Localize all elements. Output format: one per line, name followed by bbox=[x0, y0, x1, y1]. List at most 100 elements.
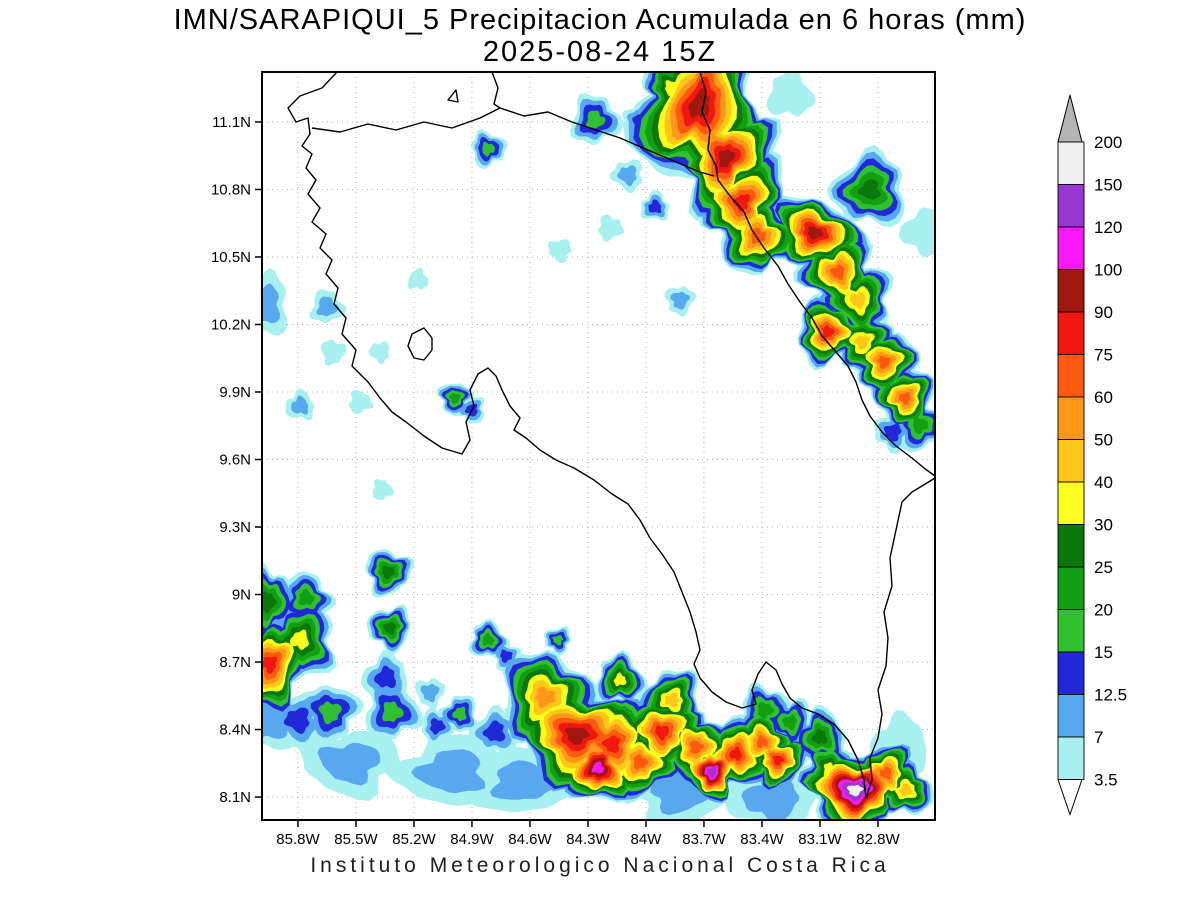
colorbar-tick-label: 7 bbox=[1094, 728, 1103, 747]
precip-contour bbox=[830, 264, 845, 281]
colorbar-segment bbox=[1057, 396, 1085, 440]
precip-contour bbox=[597, 214, 625, 242]
precip-contour bbox=[899, 783, 913, 796]
precip-contour bbox=[807, 226, 824, 240]
precip-contour bbox=[316, 296, 339, 317]
gulf-loop-outline bbox=[407, 327, 433, 361]
colorbar-tick-label: 120 bbox=[1094, 218, 1122, 237]
y-tick-label: 9.3N bbox=[219, 519, 251, 536]
precip-contour bbox=[368, 341, 389, 365]
precip-contour bbox=[654, 725, 669, 741]
colorbar-labels: 200 150 120 100 90 75 60 50 40 30 25 20 15 12.5 7 3.5 bbox=[1094, 133, 1127, 790]
precip-contour bbox=[500, 649, 513, 663]
colorbar-segment bbox=[1057, 269, 1085, 313]
nicaragua-border-line bbox=[311, 107, 715, 177]
colorbar-segment bbox=[1057, 651, 1085, 695]
precip-contour bbox=[482, 632, 495, 646]
colorbar-tick-label: 30 bbox=[1094, 516, 1113, 535]
y-tick-label: 10.2N bbox=[211, 316, 251, 333]
figure-footer: Instituto Meteorologico Nacional Costa R… bbox=[310, 854, 890, 877]
colorbar-segment bbox=[1057, 566, 1085, 610]
colorbar-segment bbox=[1057, 736, 1085, 780]
colorbar-tick-label: 50 bbox=[1094, 431, 1113, 450]
y-tick-label: 8.1N bbox=[219, 789, 251, 806]
precip-contour bbox=[482, 141, 495, 157]
precip-contour bbox=[670, 291, 691, 310]
precip-contour bbox=[617, 165, 637, 187]
colorbar-segment bbox=[1057, 354, 1085, 398]
precip-contour bbox=[854, 336, 870, 350]
precip-contour bbox=[898, 392, 911, 405]
precip-contour bbox=[382, 565, 395, 580]
colorbar-segment bbox=[1057, 184, 1085, 228]
x-tick-label: 82.8W bbox=[856, 831, 900, 848]
precip-contour bbox=[262, 283, 280, 324]
precip-contour bbox=[757, 702, 775, 720]
colorbar-tick-label: 15 bbox=[1094, 643, 1113, 662]
precip-contour bbox=[664, 692, 679, 708]
precip-contour bbox=[899, 207, 935, 258]
precip-contour bbox=[348, 390, 374, 414]
colorbar-segment bbox=[1057, 524, 1085, 568]
precip-contour bbox=[382, 701, 404, 723]
precip-contour bbox=[601, 735, 621, 754]
precip-contour bbox=[318, 701, 342, 725]
precip-contour bbox=[718, 149, 736, 168]
colorbar-segment bbox=[1057, 141, 1085, 185]
colorbar-tick-label: 100 bbox=[1094, 261, 1122, 280]
coastline bbox=[287, 72, 935, 799]
y-tick-label: 10.5N bbox=[211, 249, 251, 266]
precip-contour bbox=[411, 749, 486, 794]
precip-contour bbox=[729, 746, 742, 761]
colorbar-tick-label: 40 bbox=[1094, 473, 1113, 492]
y-tick-label: 10.8N bbox=[211, 181, 251, 198]
precip-contour bbox=[372, 479, 394, 501]
x-tick-label: 83.1W bbox=[798, 831, 842, 848]
axis-ticks bbox=[255, 121, 879, 827]
precip-contour bbox=[756, 735, 768, 749]
precip-contour bbox=[782, 714, 797, 731]
precip-contour bbox=[547, 239, 572, 263]
precip-contour bbox=[613, 672, 627, 687]
precip-contour bbox=[741, 779, 800, 820]
precip-contour bbox=[811, 728, 828, 745]
precip-contour bbox=[382, 621, 397, 635]
colorbar-over-arrow bbox=[1057, 94, 1083, 143]
colorbar-tick-label: 150 bbox=[1094, 176, 1122, 195]
precip-contour bbox=[262, 591, 277, 614]
precip-contour bbox=[565, 727, 591, 745]
colorbar: 200 150 120 100 90 75 60 50 40 30 25 20 15 12.5 7 3.5 bbox=[1057, 94, 1127, 817]
precip-contour bbox=[290, 629, 309, 650]
precip-contour bbox=[857, 179, 881, 200]
plot-frame bbox=[261, 71, 936, 821]
x-tick-label: 83.7W bbox=[682, 831, 726, 848]
precip-contour bbox=[585, 110, 606, 129]
precip-contour bbox=[291, 395, 309, 415]
precip-contour bbox=[849, 291, 866, 310]
precip-contour bbox=[591, 761, 605, 774]
precip-contour bbox=[283, 707, 310, 734]
y-tick-label: 9.6N bbox=[219, 452, 251, 469]
colorbar-tick-label: 60 bbox=[1094, 388, 1113, 407]
y-tick-label: 8.7N bbox=[219, 654, 251, 671]
colorbar-tick-label: 3.5 bbox=[1094, 771, 1118, 790]
precip-contour bbox=[751, 227, 767, 244]
precip-contour bbox=[846, 784, 864, 797]
precip-contour bbox=[688, 87, 710, 119]
lake-shore-line bbox=[491, 72, 501, 109]
y-tick-label: 11.1N bbox=[212, 114, 251, 131]
x-tick-label: 85.8W bbox=[276, 831, 320, 848]
figure-subtitle: 2025-08-24 15Z bbox=[482, 36, 718, 68]
precipitation-map: 11.1N 10.8N 10.5N 10.2N 9.9N 9.6N 9.3N 9N 8.7N 8.… bbox=[211, 71, 936, 848]
colorbar-tick-label: 90 bbox=[1094, 303, 1113, 322]
precip-contour bbox=[665, 80, 681, 97]
y-tick-label: 9.9N bbox=[219, 384, 251, 401]
precip-contour bbox=[482, 720, 506, 742]
x-tick-label: 84W bbox=[631, 831, 663, 848]
colorbar-segment bbox=[1057, 481, 1085, 525]
x-tick-label: 85.2W bbox=[392, 831, 436, 848]
colorbar-tick-label: 20 bbox=[1094, 601, 1113, 620]
precip-contour bbox=[633, 754, 649, 770]
y-tick-label: 8.4N bbox=[219, 722, 251, 739]
colorbar-segment bbox=[1057, 694, 1085, 738]
